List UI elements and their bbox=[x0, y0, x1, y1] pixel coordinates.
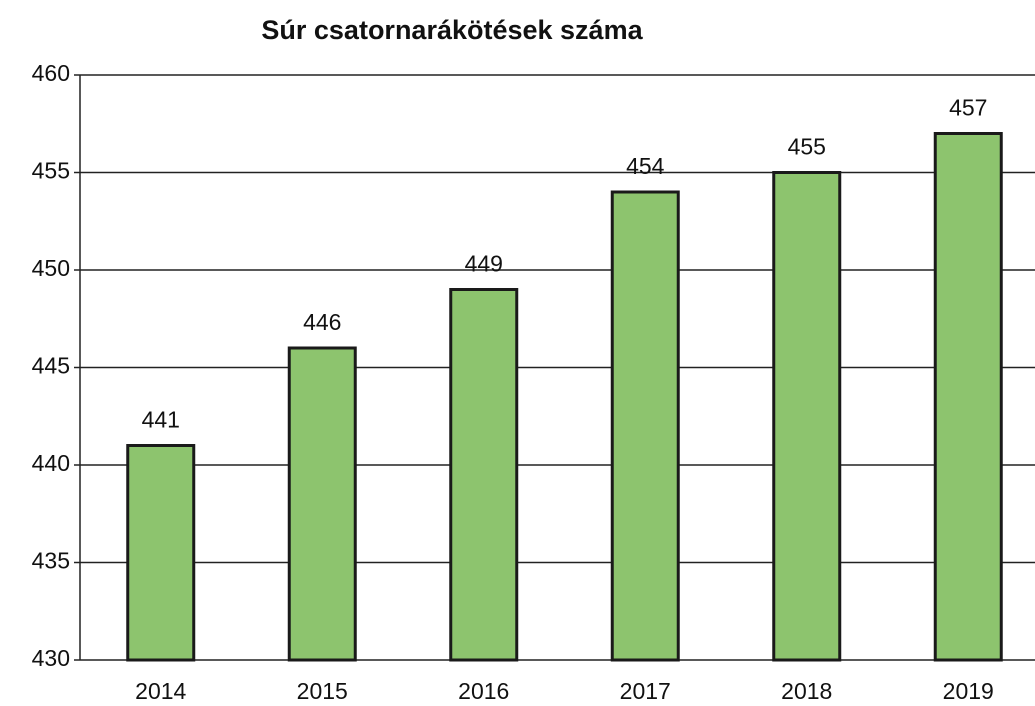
x-tick-label: 2018 bbox=[781, 678, 832, 704]
y-tick-label: 450 bbox=[32, 255, 70, 281]
y-tick-label: 430 bbox=[32, 645, 70, 671]
x-tick-label: 2017 bbox=[620, 678, 671, 704]
bar bbox=[449, 288, 519, 662]
y-tick-label: 460 bbox=[32, 60, 70, 86]
value-label: 457 bbox=[949, 95, 987, 121]
chart-title: Súr csatornarákötések száma bbox=[261, 15, 643, 45]
value-label: 446 bbox=[303, 309, 341, 335]
y-tick-label: 435 bbox=[32, 548, 70, 574]
value-label: 455 bbox=[788, 134, 826, 160]
bar bbox=[287, 346, 357, 662]
x-tick-label: 2019 bbox=[943, 678, 994, 704]
y-tick-label: 455 bbox=[32, 158, 70, 184]
bar bbox=[772, 171, 842, 662]
x-tick-label: 2015 bbox=[297, 678, 348, 704]
value-label: 454 bbox=[626, 153, 665, 179]
bar bbox=[933, 132, 1003, 662]
y-tick-label: 440 bbox=[32, 450, 70, 476]
bar bbox=[126, 444, 196, 662]
value-label: 441 bbox=[142, 407, 180, 433]
x-tick-label: 2014 bbox=[135, 678, 186, 704]
bar bbox=[610, 190, 680, 662]
value-label: 449 bbox=[465, 251, 503, 277]
x-tick-label: 2016 bbox=[458, 678, 509, 704]
y-tick-label: 445 bbox=[32, 353, 70, 379]
